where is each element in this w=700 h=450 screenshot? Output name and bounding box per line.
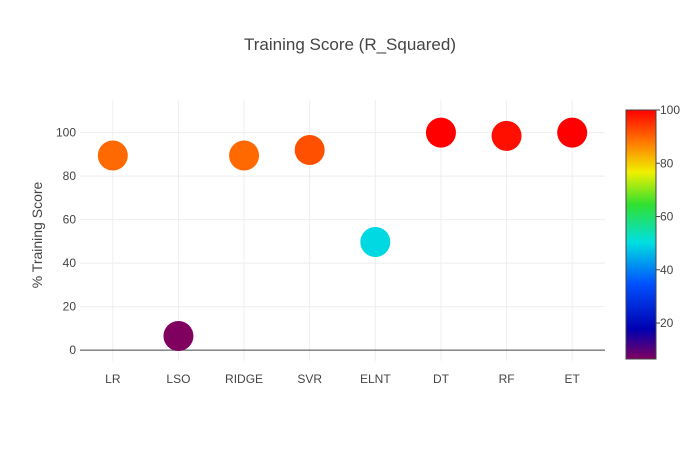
colorbar-tick-label: 60	[660, 210, 674, 224]
chart-title: Training Score (R_Squared)	[244, 35, 456, 54]
data-point-lr	[97, 140, 128, 171]
colorbar-tick-label: 40	[660, 263, 674, 277]
colorbar: 20 40 60 80 100	[625, 103, 680, 360]
y-tick-label: 80	[63, 169, 77, 183]
y-tick-label: 40	[63, 256, 77, 270]
colorbar-tick-label: 20	[660, 316, 674, 330]
data-point-et	[557, 117, 588, 148]
y-tick-label: 20	[63, 300, 77, 314]
x-tick-label: LR	[105, 372, 121, 386]
y-axis-ticks: 0 20 40 60 80 100	[56, 126, 76, 358]
x-tick-label: ET	[565, 372, 581, 386]
colorbar-tick-label: 80	[660, 156, 674, 170]
data-point-dt	[425, 117, 456, 148]
x-tick-label: SVR	[297, 372, 322, 386]
data-point-elnt	[360, 227, 391, 258]
x-tick-label: ELNT	[360, 372, 391, 386]
grid	[80, 100, 605, 361]
colorbar-tick-label: 100	[660, 103, 680, 117]
y-tick-label: 0	[69, 343, 76, 357]
x-axis-ticks: LR LSO RIDGE SVR ELNT DT RF ET	[105, 372, 580, 386]
data-point-lso	[163, 320, 194, 351]
colorbar-gradient	[625, 109, 657, 360]
x-tick-label: RF	[499, 372, 515, 386]
y-tick-label: 100	[56, 126, 76, 140]
data-point-ridge	[229, 140, 260, 171]
x-tick-label: RIDGE	[225, 372, 263, 386]
x-tick-label: LSO	[166, 372, 190, 386]
data-point-rf	[491, 120, 522, 151]
data-point-svr	[294, 135, 325, 166]
y-axis-label: % Training Score	[29, 181, 45, 288]
y-tick-label: 60	[63, 213, 77, 227]
data-points	[97, 117, 588, 351]
x-tick-label: DT	[433, 372, 450, 386]
